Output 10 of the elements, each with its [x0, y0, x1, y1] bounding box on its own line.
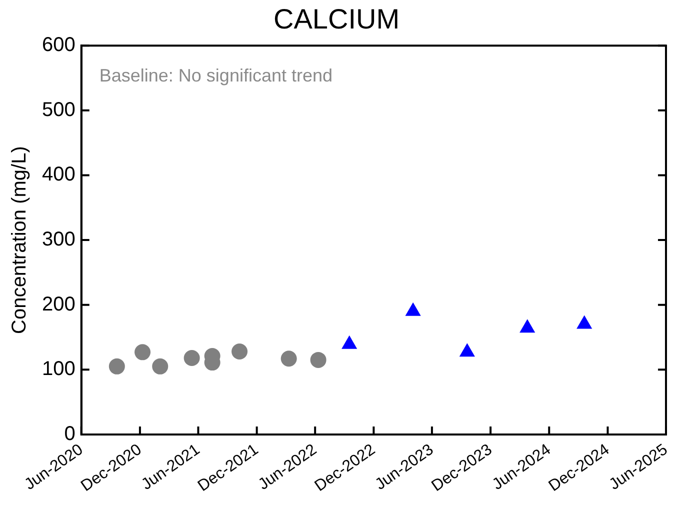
chart-title: CALCIUM: [273, 4, 400, 35]
y-tick-label: 500: [42, 98, 76, 121]
y-tick-label: 600: [42, 34, 76, 56]
y-tick-label: 300: [42, 228, 76, 251]
y-tick-label: 200: [42, 293, 76, 316]
annotation: Baseline: No significant trend: [99, 66, 333, 86]
y-axis-title: Concentration (mg/L): [8, 146, 31, 334]
y-tick-label: 400: [42, 164, 76, 186]
y-tick-label: 0: [64, 422, 76, 445]
y-tick-label: 100: [42, 358, 76, 380]
